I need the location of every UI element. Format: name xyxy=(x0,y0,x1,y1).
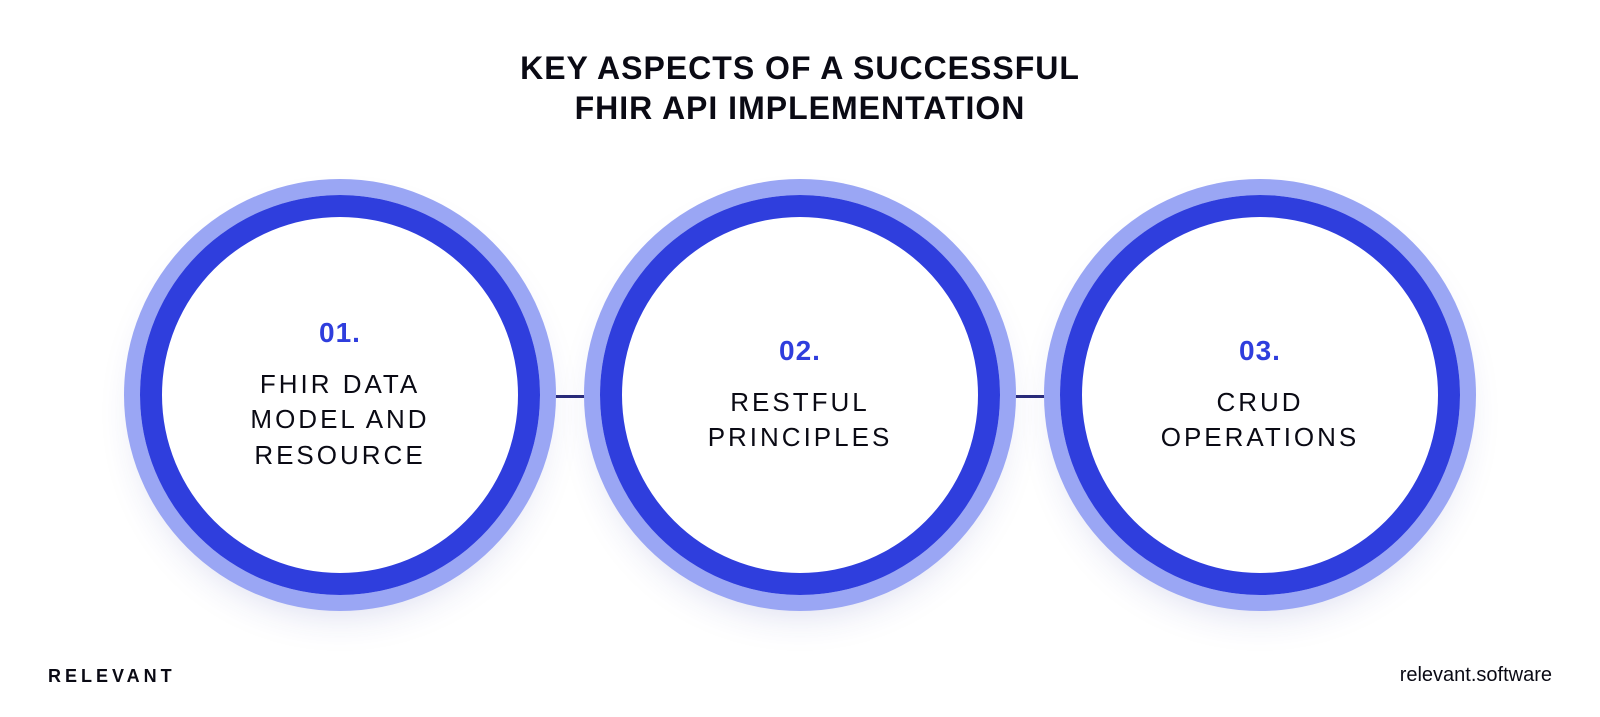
connector-2 xyxy=(1000,395,1060,398)
step-number: 03. xyxy=(1239,335,1281,367)
step-number: 01. xyxy=(319,317,361,349)
step-label: RESTFUL PRINCIPLES xyxy=(708,385,893,455)
infographic-canvas: KEY ASPECTS OF A SUCCESSFUL FHIR API IMP… xyxy=(0,0,1600,717)
step-circle-1: 01. FHIR DATA MODEL AND RESOURCE xyxy=(140,195,540,595)
main-title: KEY ASPECTS OF A SUCCESSFUL FHIR API IMP… xyxy=(0,48,1600,128)
step-circle-3: 03. CRUD OPERATIONS xyxy=(1060,195,1460,595)
step-label: FHIR DATA MODEL AND RESOURCE xyxy=(250,367,429,472)
step-label: CRUD OPERATIONS xyxy=(1161,385,1360,455)
brand-url: relevant.software xyxy=(1400,664,1552,687)
brand-logo-text: RELEVANT xyxy=(48,666,176,687)
step-number: 02. xyxy=(779,335,821,367)
step-circle-2: 02. RESTFUL PRINCIPLES xyxy=(600,195,1000,595)
connector-1 xyxy=(540,395,600,398)
